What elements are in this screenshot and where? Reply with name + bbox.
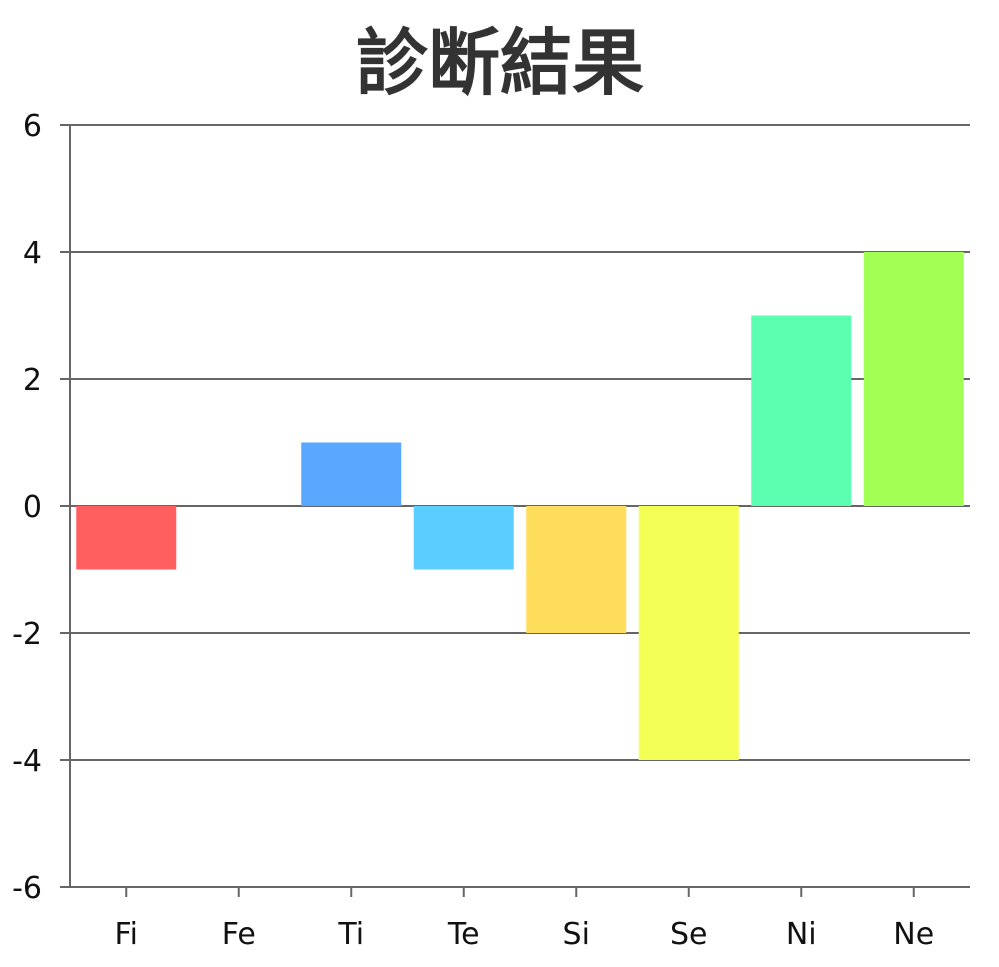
labels-layer: 6 4 2 0 -2 -4 -6 Fi Fe Ti Te Si Se Ni Ne [12,109,934,952]
bar-fi [76,506,177,570]
bar-ni [751,315,852,506]
axis-layer [69,125,915,897]
y-tick-label: 0 [23,490,42,525]
x-tick-label-si: Si [563,917,590,952]
bar-si [526,506,627,633]
x-tick-label-ne: Ne [893,917,934,952]
y-tick-label: -4 [12,744,42,779]
x-tick-label-ni: Ni [786,917,817,952]
chart-title: 診断結果 [356,21,644,105]
y-tick-label: -2 [12,617,42,652]
bar-ne [863,252,964,506]
y-tick-label: 4 [23,236,42,271]
y-tick-label: -6 [12,871,42,906]
bar-se [638,506,739,760]
x-tick-label-ti: Ti [337,917,364,952]
x-tick-label-fe: Fe [222,917,256,952]
bars-layer [76,252,964,760]
y-tick-label: 6 [23,109,42,144]
y-tick-label: 2 [23,363,42,398]
x-tick-label-se: Se [670,917,708,952]
grid-layer [60,124,970,888]
x-tick-label-fi: Fi [115,917,138,952]
bar-ti [301,442,402,506]
bar-te [413,506,514,570]
x-tick-label-te: Te [447,917,480,952]
